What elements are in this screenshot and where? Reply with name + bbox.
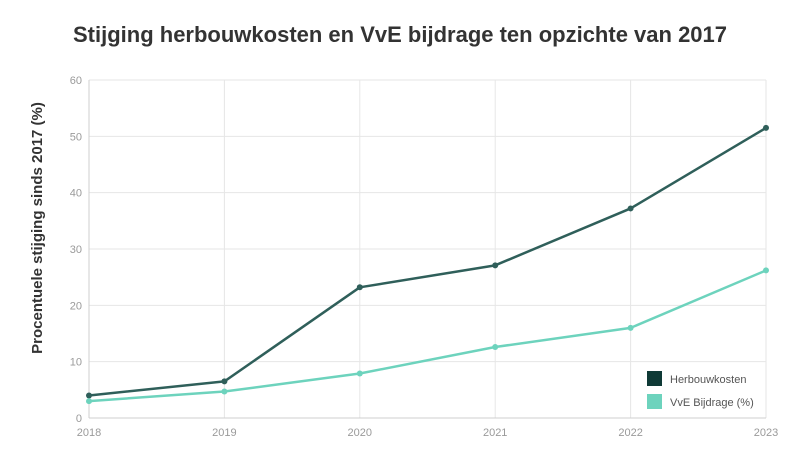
y-tick-label: 40 [70, 188, 82, 200]
data-point [221, 388, 228, 395]
y-tick-labels: 0 10 20 30 40 50 60 [70, 75, 82, 425]
y-tick-label: 20 [70, 300, 82, 312]
data-point [356, 284, 363, 291]
data-point [492, 262, 499, 269]
x-tick-label: 2019 [212, 427, 236, 439]
x-tick-label: 2022 [618, 427, 642, 439]
data-point [86, 398, 92, 405]
series-line-1 [88, 126, 767, 397]
data-point [627, 205, 634, 212]
y-axis-label: Procentuele stijging sinds 2017 (%) [29, 102, 46, 354]
grid-lines [89, 79, 767, 418]
x-tick-labels: 2018 2019 2020 2021 2022 2023 [77, 427, 778, 439]
x-tick-label: 2023 [754, 427, 778, 439]
data-point [492, 344, 499, 351]
y-tick-label: 30 [70, 244, 82, 256]
data-point [763, 124, 769, 131]
series-group [86, 124, 769, 405]
x-tick-label: 2021 [483, 427, 507, 439]
axes [88, 80, 766, 419]
data-point [763, 267, 769, 274]
legend-label: VvE Bijdrage (%) [670, 397, 754, 409]
y-tick-label: 0 [76, 413, 82, 425]
series-line-2 [88, 269, 767, 403]
data-point [221, 378, 228, 385]
y-tick-label: 60 [70, 75, 82, 87]
data-point [627, 324, 634, 331]
y-tick-label: 10 [70, 357, 82, 369]
legend-swatch [647, 394, 662, 409]
legend-swatch [647, 371, 662, 386]
chart-title: Stijging herbouwkosten en VvE bijdrage t… [72, 22, 728, 47]
data-point [356, 370, 363, 377]
legend-label: Herbouwkosten [670, 374, 746, 386]
x-tick-label: 2018 [77, 427, 101, 439]
y-tick-label: 50 [70, 131, 82, 143]
x-tick-label: 2020 [348, 427, 372, 439]
data-point [86, 392, 92, 399]
legend: Herbouwkosten VvE Bijdrage (%) [647, 371, 754, 409]
